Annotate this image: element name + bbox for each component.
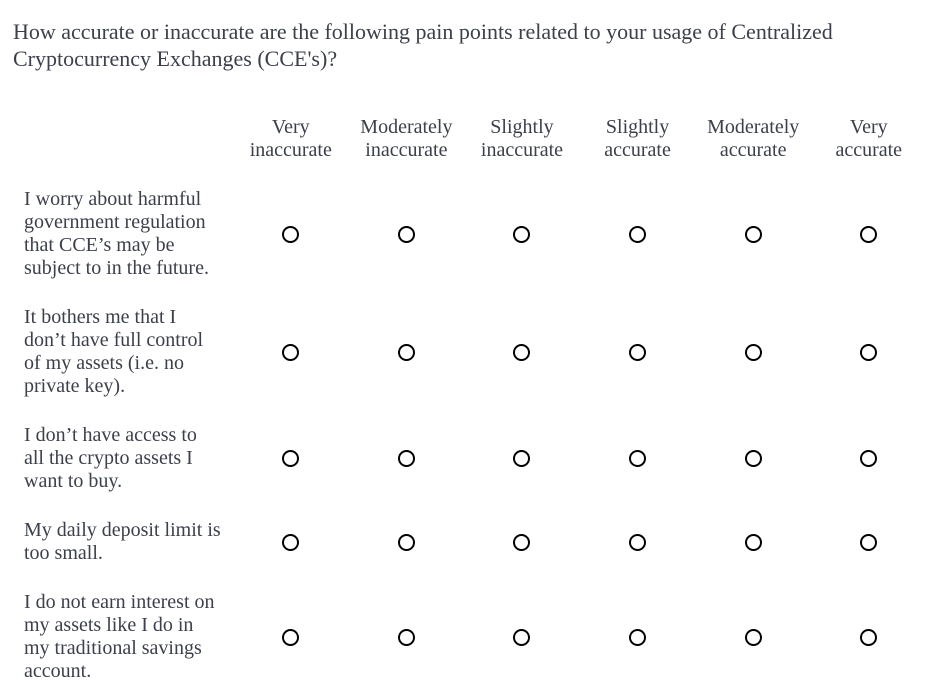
radio-cell xyxy=(464,628,580,646)
column-header-label: Moderately inaccurate xyxy=(360,116,453,161)
radio-row4-very-inaccurate[interactable] xyxy=(282,628,300,646)
column-header-moderately-inaccurate: Moderately inaccurate xyxy=(349,116,465,162)
radio-cell xyxy=(811,225,927,243)
radio-cell xyxy=(695,628,811,646)
radio-row2-moderately-accurate[interactable] xyxy=(744,450,762,467)
radio-row1-slightly-inaccurate[interactable] xyxy=(513,343,531,361)
radio-cell xyxy=(811,628,927,646)
column-header-label: Very accurate xyxy=(835,116,903,161)
radio-cell xyxy=(464,225,580,243)
radio-cell xyxy=(580,225,696,243)
row-label: My daily deposit limit is too small. xyxy=(24,519,221,564)
matrix-header-row: Very inaccurate Moderately inaccurate Sl… xyxy=(13,116,913,162)
radio-cell xyxy=(580,343,696,361)
column-header-very-inaccurate: Very inaccurate xyxy=(233,116,349,162)
radio-cell xyxy=(349,450,465,467)
matrix-row-no-full-control: It bothers me that I don’t have full con… xyxy=(13,306,913,398)
radio-cell xyxy=(233,343,349,361)
radio-cell xyxy=(695,533,811,551)
radio-row0-very-inaccurate[interactable] xyxy=(282,225,300,243)
radio-cell xyxy=(811,533,927,551)
column-header-moderately-accurate: Moderately accurate xyxy=(695,116,811,162)
radio-row3-slightly-accurate[interactable] xyxy=(629,533,647,551)
radio-row0-moderately-inaccurate[interactable] xyxy=(397,225,415,243)
row-label: I worry about harmful government regulat… xyxy=(24,188,209,279)
radio-row0-slightly-accurate[interactable] xyxy=(629,225,647,243)
radio-cell xyxy=(233,225,349,243)
row-label: I don’t have access to all the crypto as… xyxy=(24,424,197,492)
radio-cell xyxy=(580,450,696,467)
radio-cell xyxy=(464,450,580,467)
radio-row1-very-inaccurate[interactable] xyxy=(282,343,300,361)
radio-row3-slightly-inaccurate[interactable] xyxy=(513,533,531,551)
radio-row3-very-inaccurate[interactable] xyxy=(282,533,300,551)
radio-cell xyxy=(349,343,465,361)
matrix-row-limited-asset-access: I don’t have access to all the crypto as… xyxy=(13,424,913,493)
radio-row4-slightly-accurate[interactable] xyxy=(629,628,647,646)
row-label: It bothers me that I don’t have full con… xyxy=(24,306,204,397)
radio-cell xyxy=(349,225,465,243)
radio-row4-moderately-inaccurate[interactable] xyxy=(397,628,415,646)
radio-cell xyxy=(233,533,349,551)
radio-cell xyxy=(695,225,811,243)
row-label: I do not earn interest on my assets like… xyxy=(24,591,215,682)
radio-row1-slightly-accurate[interactable] xyxy=(629,343,647,361)
radio-row2-slightly-accurate[interactable] xyxy=(629,450,647,467)
radio-row2-slightly-inaccurate[interactable] xyxy=(513,450,531,467)
matrix-row-deposit-limit: My daily deposit limit is too small. xyxy=(13,519,913,565)
matrix-row-no-interest: I do not earn interest on my assets like… xyxy=(13,591,913,683)
radio-row3-very-accurate[interactable] xyxy=(860,533,878,551)
radio-row0-moderately-accurate[interactable] xyxy=(744,225,762,243)
radio-cell xyxy=(464,343,580,361)
radio-cell xyxy=(464,533,580,551)
radio-row2-very-accurate[interactable] xyxy=(860,450,878,467)
radio-row3-moderately-inaccurate[interactable] xyxy=(397,533,415,551)
radio-row4-slightly-inaccurate[interactable] xyxy=(513,628,531,646)
column-header-label: Moderately accurate xyxy=(707,116,800,161)
radio-cell xyxy=(349,533,465,551)
question-title: How accurate or inaccurate are the follo… xyxy=(13,19,833,71)
radio-cell xyxy=(580,533,696,551)
radio-row0-slightly-inaccurate[interactable] xyxy=(513,225,531,243)
radio-cell xyxy=(349,628,465,646)
radio-cell xyxy=(695,343,811,361)
radio-row1-moderately-inaccurate[interactable] xyxy=(397,343,415,361)
matrix-table: Very inaccurate Moderately inaccurate Sl… xyxy=(13,116,913,683)
column-header-very-accurate: Very accurate xyxy=(811,116,927,162)
radio-cell xyxy=(233,450,349,467)
column-header-label: Slightly inaccurate xyxy=(480,116,564,161)
column-header-slightly-accurate: Slightly accurate xyxy=(580,116,696,162)
radio-row4-very-accurate[interactable] xyxy=(860,628,878,646)
radio-row1-moderately-accurate[interactable] xyxy=(744,343,762,361)
radio-cell xyxy=(811,343,927,361)
radio-row2-very-inaccurate[interactable] xyxy=(282,450,300,467)
radio-cell xyxy=(811,450,927,467)
column-header-slightly-inaccurate: Slightly inaccurate xyxy=(464,116,580,162)
radio-row2-moderately-inaccurate[interactable] xyxy=(397,450,415,467)
radio-row0-very-accurate[interactable] xyxy=(860,225,878,243)
radio-cell xyxy=(233,628,349,646)
matrix-row-government-regulation: I worry about harmful government regulat… xyxy=(13,188,913,280)
column-header-label: Very inaccurate xyxy=(249,116,332,161)
radio-row4-moderately-accurate[interactable] xyxy=(744,628,762,646)
radio-row1-very-accurate[interactable] xyxy=(860,343,878,361)
radio-cell xyxy=(695,450,811,467)
radio-row3-moderately-accurate[interactable] xyxy=(744,533,762,551)
radio-cell xyxy=(580,628,696,646)
column-header-label: Slightly accurate xyxy=(604,116,671,161)
